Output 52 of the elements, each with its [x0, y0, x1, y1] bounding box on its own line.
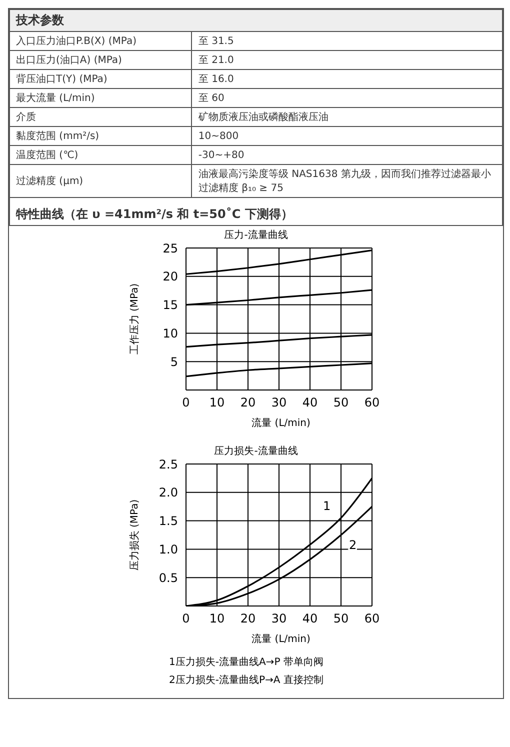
text: 至 21.0 [192, 50, 502, 70]
y-tick-label: 2.5 [158, 457, 178, 472]
x-tick-label: 60 [364, 612, 380, 626]
text: 技术参数 [10, 10, 502, 32]
x-tick-label: 50 [333, 396, 349, 410]
x-tick-label: 10 [209, 612, 225, 626]
y-tick-label: 0.5 [158, 570, 178, 585]
series-label: 1 [323, 498, 331, 513]
x-tick-label: 40 [302, 396, 318, 410]
x-tick-label: 40 [302, 612, 318, 626]
x-tick-label: 30 [271, 612, 287, 626]
text: 入口压力油口P.B(X) (MPa) [10, 32, 192, 50]
text: 至 60 [192, 88, 502, 108]
x-axis-title: 流量 (L/min) [252, 416, 310, 430]
y-axis-title: 工作压力 (MPa) [128, 283, 141, 355]
text: 矿物质液压油或磷酸酯液压油 [192, 108, 502, 126]
text: 至 16.0 [192, 70, 502, 88]
y-tick-label: 10 [162, 326, 178, 340]
text: 油液最高污染度等级 NAS1638 第九级，因而我们推荐过滤器最小过滤精度 β₁₀ ≥ 75 [192, 164, 502, 198]
x-tick-label: 10 [209, 396, 225, 410]
text: 过滤精度 (μm) [10, 164, 192, 198]
x-tick-label: 20 [240, 396, 256, 410]
text: -30~+80 [192, 146, 502, 164]
chart-title: 压力-流量曲线 [224, 228, 288, 242]
y-tick-label: 25 [162, 241, 178, 256]
y-tick-label: 15 [162, 298, 178, 312]
x-axis-title: 流量 (L/min) [252, 632, 310, 646]
text: 出口压力(油口A) (MPa) [10, 50, 192, 70]
text: 黏度范围 (mm²/s) [10, 126, 192, 146]
text: 特性曲线（在 υ =41mm²/s 和 t=50˚C 下测得） [10, 198, 502, 226]
x-tick-label: 60 [364, 396, 380, 410]
chart-title: 压力损失-流量曲线 [214, 444, 298, 458]
series-label: 2 [349, 538, 357, 552]
x-tick-label: 0 [182, 396, 190, 410]
y-tick-label: 5 [170, 354, 178, 369]
y-tick-label: 20 [162, 270, 178, 284]
y-tick-label: 1.0 [158, 542, 178, 556]
y-tick-label: 1.5 [158, 514, 178, 528]
text: 2压力损失-流量曲线P→A 直接控制 [169, 674, 324, 688]
text: 最大流量 (L/min) [10, 88, 192, 108]
y-axis-title: 压力损失 (MPa) [128, 499, 141, 571]
x-tick-label: 0 [182, 612, 190, 626]
y-tick-label: 2.0 [158, 486, 178, 500]
text: 至 31.5 [192, 32, 502, 50]
text: 温度范围 (℃) [10, 146, 192, 164]
text: 10~800 [192, 126, 502, 146]
text: 介质 [10, 108, 192, 126]
x-tick-label: 30 [271, 396, 287, 410]
x-tick-label: 50 [333, 612, 349, 626]
text: 1压力损失-流量曲线A→P 带单向阀 [169, 656, 324, 670]
text: 背压油口T(Y) (MPa) [10, 70, 192, 88]
x-tick-label: 20 [240, 612, 256, 626]
